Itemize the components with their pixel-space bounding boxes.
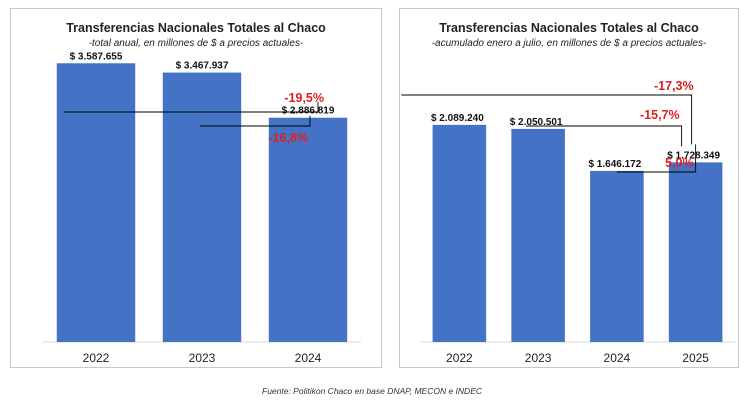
bar-2023 — [162, 72, 242, 343]
bar-chart-acumulado: $ 2.089.240 2022 $ 2.050.501 2023 $ 1.646.17… — [401, 79, 735, 365]
pct-connector-2023-2024 — [200, 115, 311, 127]
chart-title: Transferencias Nacionales Totales al Cha… — [439, 21, 699, 35]
x-tick-label-2022: 2022 — [446, 351, 473, 365]
data-label-2023: $ 3.467.937 — [176, 61, 229, 72]
chart-subtitle: -total anual, en millones de $ a precios… — [88, 38, 304, 49]
pct-connector-2023-2025 — [526, 125, 683, 147]
data-label-2022: $ 3.587.655 — [70, 51, 123, 62]
chart-subtitle: -acumulado enero a julio, en millones de… — [431, 38, 707, 49]
bar-chart-total-anual: $ 3.587.655 2022 $ 3.467.937 2023 $ 2.886.81… — [43, 51, 361, 365]
chart-panel-total-anual: Transferencias Nacionales Totales al Cha… — [10, 8, 382, 368]
pct-connector-2022-2024 — [64, 101, 319, 113]
x-tick-label-2022: 2022 — [83, 351, 110, 365]
x-tick-label-2024: 2024 — [604, 351, 631, 365]
pct-connector-2024-2025 — [616, 144, 697, 173]
data-label-2023: $ 2.050.501 — [510, 117, 563, 128]
data-label-2024: $ 2.886.819 — [282, 106, 335, 117]
bar-2024 — [268, 117, 348, 342]
x-tick-label-2025: 2025 — [682, 351, 709, 365]
data-label-2024: $ 1.646.172 — [588, 159, 641, 170]
pct-connector-2022-2025 — [401, 94, 693, 145]
pct-change-label: 5,0% — [665, 156, 694, 170]
pct-change-label: -17,3% — [654, 79, 694, 93]
source-footer: Fuente: Politikon Chaco en base DNAP, ME… — [262, 386, 482, 396]
data-label-2022: $ 2.089.240 — [431, 113, 484, 124]
bar-2023 — [511, 128, 565, 342]
bar-2024 — [590, 170, 644, 342]
pct-change-label: -15,7% — [640, 108, 680, 122]
chart-title: Transferencias Nacionales Totales al Cha… — [66, 21, 326, 35]
x-tick-label-2023: 2023 — [189, 351, 216, 365]
data-label-2025: $ 1.728.349 — [667, 150, 720, 161]
bar-2025 — [668, 162, 723, 342]
x-tick-label-2023: 2023 — [525, 351, 552, 365]
pct-change-label: -16,8% — [268, 131, 308, 145]
pct-change-label: -19,5% — [284, 91, 324, 105]
bar-2022 — [56, 63, 136, 342]
x-tick-label-2024: 2024 — [295, 351, 322, 365]
bar-2022 — [432, 124, 487, 342]
chart-panel-acumulado: Transferencias Nacionales Totales al Cha… — [399, 8, 739, 368]
